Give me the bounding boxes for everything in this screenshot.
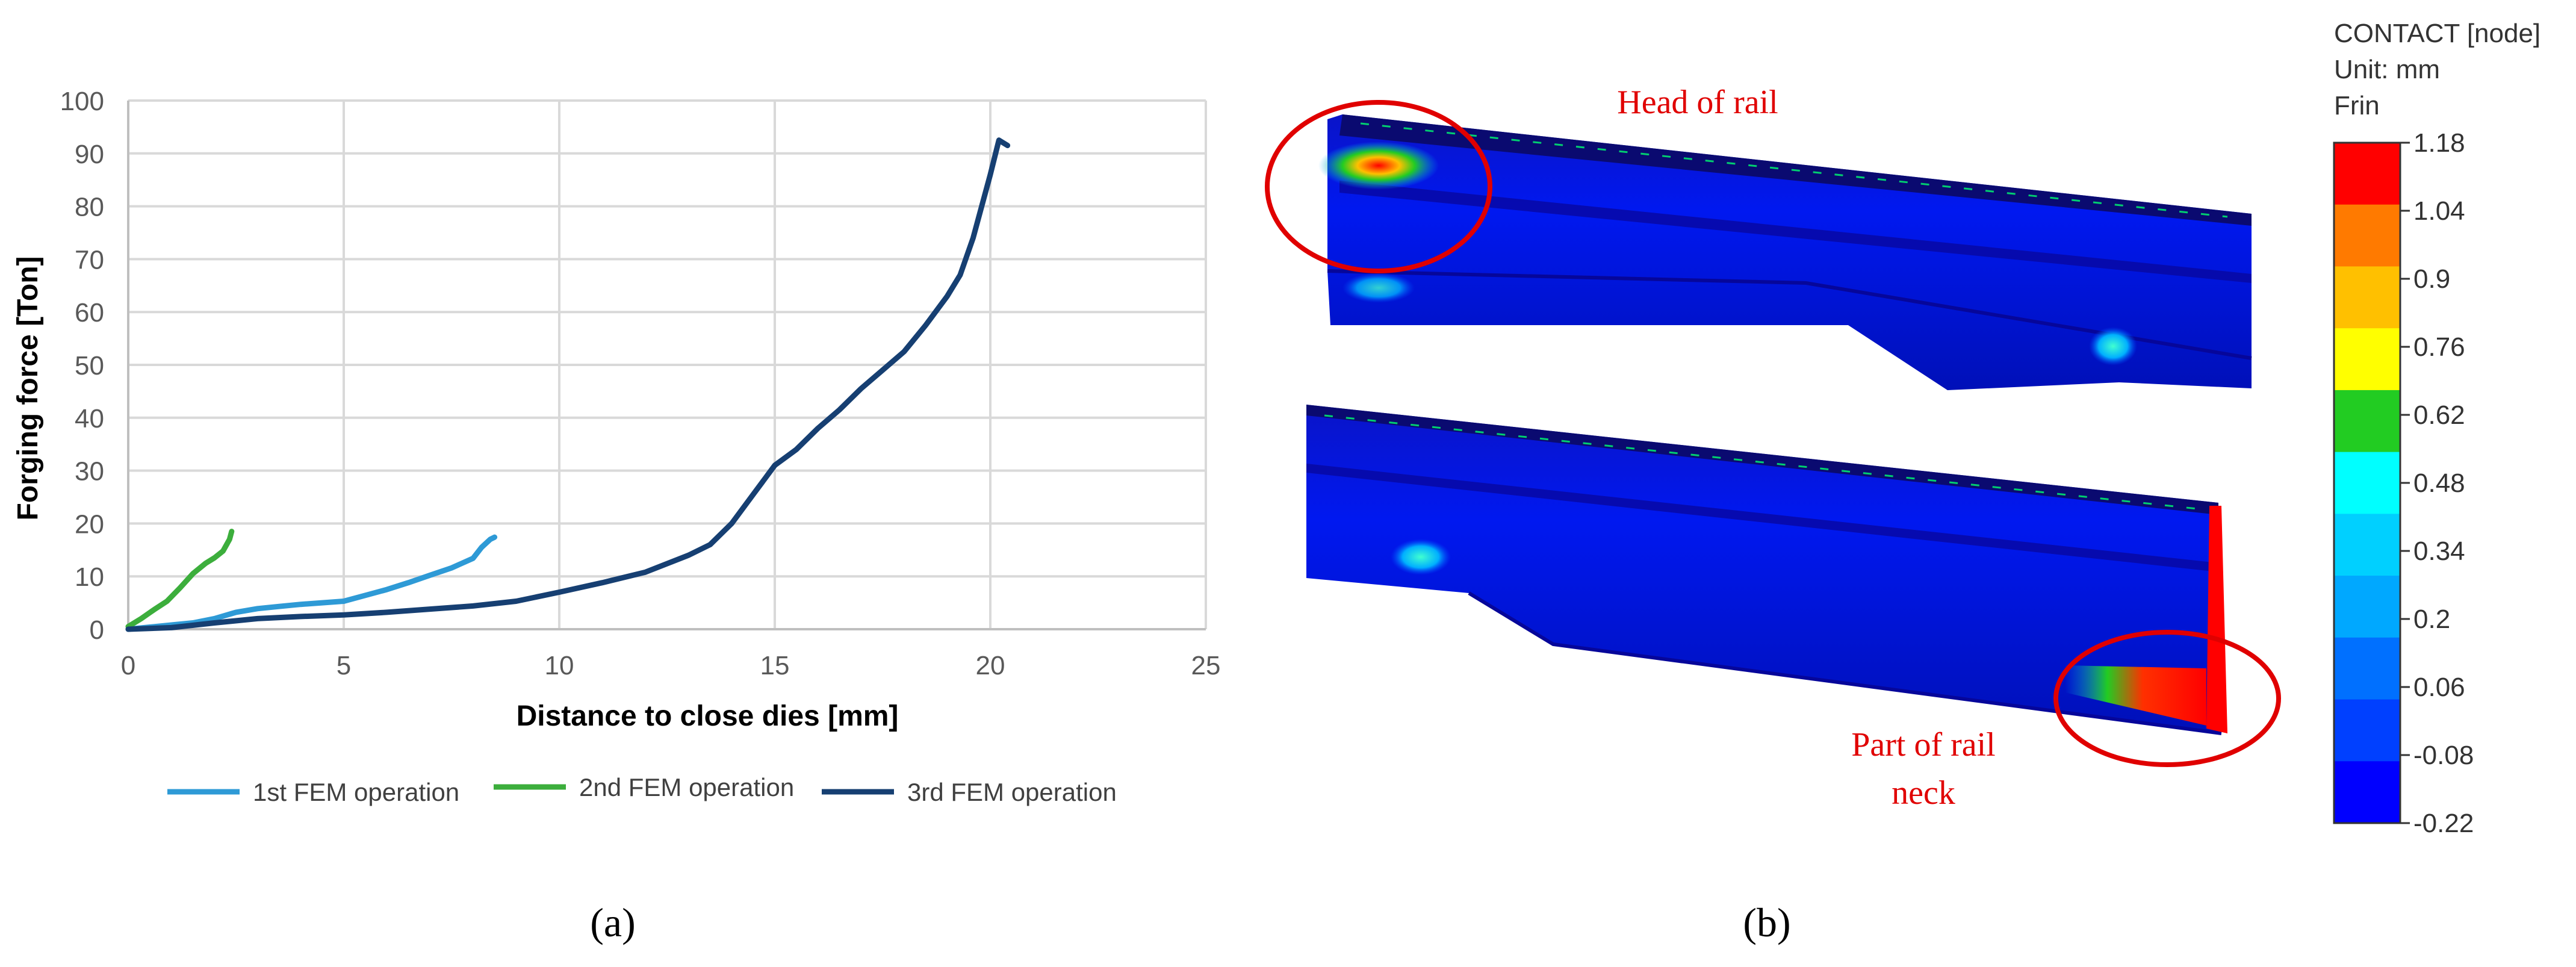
legend-label-1st-fem-operation: 1st FEM operation — [253, 778, 459, 806]
x-tick-labels: 0 5 10 15 20 25 — [121, 651, 1221, 680]
y-tick-labels: 0 10 20 30 40 50 60 70 80 90 100 — [60, 87, 104, 645]
chart-grid — [128, 99, 1207, 629]
neck-highlight-circle — [2053, 630, 2281, 767]
color-scale-label: 1.18 — [2413, 128, 2465, 158]
y-tick-label: 10 — [75, 562, 104, 592]
color-scale-band — [2334, 576, 2400, 638]
color-scale-label: -0.08 — [2413, 741, 2474, 770]
annotation-head-of-rail: Head of rail — [1617, 84, 1778, 121]
color-scale-band — [2334, 699, 2400, 762]
y-tick-label: 90 — [75, 140, 104, 169]
color-scale-label: 0.34 — [2413, 536, 2465, 566]
y-tick-label: 60 — [75, 298, 104, 328]
color-scale-band — [2334, 266, 2400, 329]
x-tick-label: 15 — [760, 651, 790, 680]
legend-label-2nd-fem-operation: 2nd FEM operation — [579, 773, 794, 801]
upper-rail-model — [1318, 114, 2252, 390]
color-scale-band — [2334, 637, 2400, 700]
color-scale-band — [2334, 143, 2400, 205]
color-scale-band — [2334, 204, 2400, 267]
color-scale-label: 0.9 — [2413, 264, 2450, 294]
y-tick-label: 40 — [75, 404, 104, 434]
head-highlight-circle — [1265, 100, 1492, 273]
scale-title-line3: Frin — [2334, 91, 2380, 120]
legend-label-3rd-fem-operation: 3rd FEM operation — [907, 778, 1117, 806]
color-scale-band — [2334, 514, 2400, 576]
color-scale-band — [2334, 328, 2400, 391]
color-scale-band — [2334, 452, 2400, 514]
chart-series — [125, 137, 1011, 632]
series-line-2nd-fem-operation — [125, 529, 235, 630]
color-scale-label: 0.48 — [2413, 468, 2465, 498]
annotation-rail-neck-line2: neck — [1892, 774, 1955, 812]
x-axis-label: Distance to close dies [mm] — [517, 700, 899, 732]
panel-b-label: (b) — [1743, 900, 1790, 945]
x-tick-label: 0 — [121, 651, 135, 680]
panel-b-contour: Head of rail Part of rail neck CONTACT [… — [1265, 19, 2540, 945]
color-scale-band — [2334, 761, 2400, 824]
color-scale-label: 0.62 — [2413, 400, 2465, 430]
scale-title-line2: Unit: mm — [2334, 55, 2440, 84]
color-scale-labels: 1.18 1.04 0.9 0.76 0.62 0.48 0.34 0.2 0.06 -0.08 -… — [2400, 128, 2474, 838]
color-scale-label: -0.22 — [2413, 809, 2474, 838]
lower-rail-model — [1306, 405, 2227, 735]
annotation-rail-neck-line1: Part of rail — [1851, 726, 1995, 763]
chart-legend: 1st FEM operation 2nd FEM operation 3rd FE… — [167, 773, 1117, 806]
y-tick-label: 0 — [90, 615, 104, 645]
y-tick-label: 50 — [75, 351, 104, 381]
color-scale-bar — [2333, 141, 2401, 824]
color-scale-label: 0.06 — [2413, 673, 2465, 702]
chart-panel-a: 0 5 10 15 20 25 0 10 20 30 40 50 60 70 80 90 100 Distan… — [12, 87, 1220, 945]
panel-a-label: (a) — [590, 900, 635, 945]
color-scale-label: 1.04 — [2413, 196, 2465, 226]
y-tick-label: 100 — [60, 87, 104, 116]
series-line-3rd-fem-operation — [125, 137, 1011, 632]
x-tick-label: 25 — [1191, 651, 1221, 680]
x-tick-label: 5 — [337, 651, 351, 680]
x-tick-label: 10 — [545, 651, 574, 680]
color-scale-label: 0.76 — [2413, 332, 2465, 362]
color-scale-band — [2334, 390, 2400, 453]
y-tick-label: 20 — [75, 509, 104, 539]
y-tick-label: 70 — [75, 245, 104, 275]
color-scale-label: 0.2 — [2413, 605, 2450, 634]
x-tick-label: 20 — [976, 651, 1005, 680]
scale-title-line1: CONTACT [node] — [2334, 19, 2540, 48]
chart-axes — [127, 101, 1206, 630]
y-tick-label: 80 — [75, 193, 104, 222]
y-tick-label: 30 — [75, 457, 104, 487]
y-axis-label: Forging force [Ton] — [12, 256, 44, 520]
